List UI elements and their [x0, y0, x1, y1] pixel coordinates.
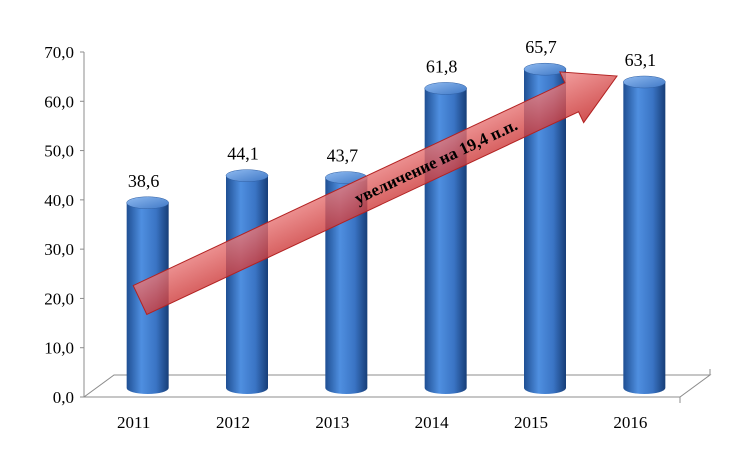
value-label: 61,8 [426, 56, 458, 76]
bar-body [623, 82, 666, 395]
floor-plane [82, 374, 712, 398]
bar-body [226, 175, 268, 394]
value-label: 43,7 [327, 146, 359, 166]
bar-top [225, 169, 269, 182]
y-tick-label: 60,0 [44, 92, 74, 111]
y-tick-label: 50,0 [44, 142, 74, 161]
x-tick-label: 2016 [613, 413, 647, 432]
chart-floor [82, 369, 712, 403]
bar-body [524, 69, 566, 394]
y-tick-label: 20,0 [44, 289, 74, 308]
value-label: 44,1 [227, 144, 259, 164]
y-tick-label: 0,0 [53, 388, 74, 407]
y-tick-label: 70,0 [44, 43, 74, 62]
arrow-body [132, 71, 618, 316]
value-labels: 38,6 44,1 43,7 61,8 65,7 63,1 [128, 37, 656, 191]
x-tick-label: 2013 [315, 413, 349, 432]
x-axis-labels: 2011 2012 2013 2014 2015 2016 [117, 413, 647, 432]
bar-top [126, 196, 169, 210]
value-label: 65,7 [525, 37, 557, 57]
bar-top [424, 82, 467, 95]
bar-body [325, 177, 368, 394]
y-tick-label: 40,0 [44, 191, 74, 210]
bar [424, 82, 467, 395]
x-tick-label: 2014 [415, 413, 450, 432]
y-tick-label: 30,0 [44, 240, 74, 259]
value-label: 63,1 [625, 50, 657, 70]
bar-top [623, 75, 666, 89]
bar [523, 62, 567, 394]
bar-top [523, 62, 567, 76]
x-tick-label: 2012 [216, 413, 250, 432]
value-label: 38,6 [128, 171, 160, 191]
x-tick-label: 2015 [514, 413, 548, 432]
x-tick-label: 2011 [117, 413, 150, 432]
y-tick-label: 10,0 [44, 339, 74, 358]
y-axis: 0,0 10,0 20,0 30,0 40,0 50,0 60,0 70,0 [44, 43, 85, 407]
bar [225, 169, 269, 394]
bar [623, 75, 666, 395]
